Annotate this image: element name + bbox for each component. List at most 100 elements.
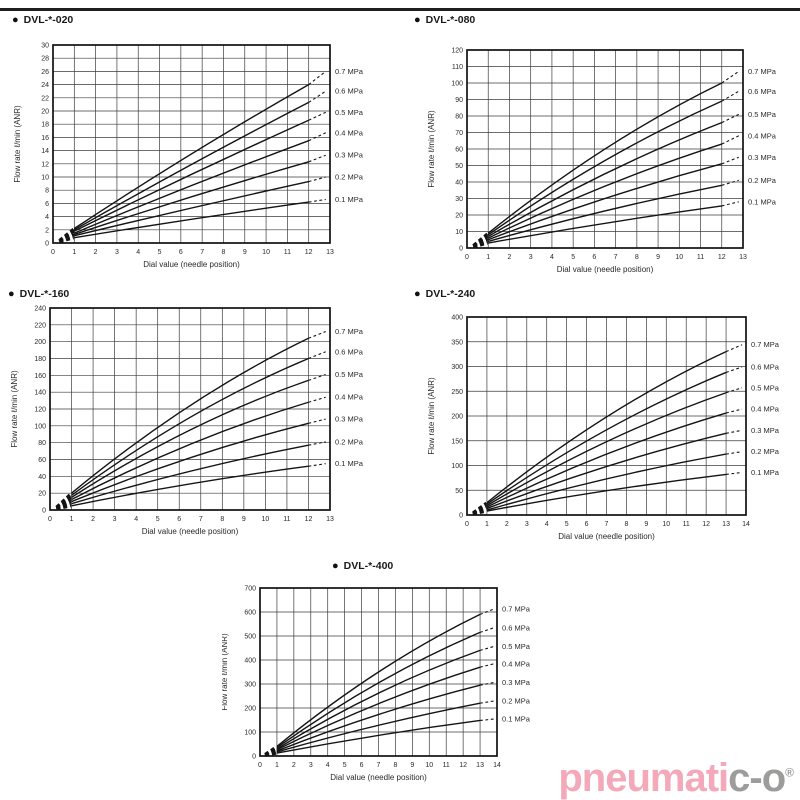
svg-text:120: 120 (451, 48, 463, 55)
svg-text:6: 6 (585, 521, 589, 528)
chart-panel-dvl-400: ● DVL-*-400 0 1 2 3 4 5 6 7 8 9 10 11 12 13 14 0 100 200 3… (222, 556, 578, 800)
svg-text:1: 1 (275, 762, 279, 769)
svg-text:2: 2 (45, 227, 49, 234)
svg-text:40: 40 (455, 180, 463, 187)
svg-text:80: 80 (455, 114, 463, 121)
chart-title: ● DVL-*-080 (414, 14, 475, 26)
svg-text:0.7 MPa: 0.7 MPa (502, 605, 531, 614)
svg-text:22: 22 (41, 95, 49, 102)
svg-text:6: 6 (179, 249, 183, 256)
svg-text:8: 8 (635, 254, 639, 261)
bullet-icon: ● (332, 559, 339, 572)
svg-text:11: 11 (443, 762, 450, 769)
svg-text:3: 3 (525, 521, 529, 528)
svg-text:12: 12 (305, 249, 313, 256)
svg-text:100: 100 (451, 463, 463, 470)
svg-text:7: 7 (199, 516, 203, 523)
svg-text:4: 4 (136, 249, 140, 256)
svg-text:400: 400 (244, 658, 256, 665)
svg-text:30: 30 (41, 43, 49, 50)
logo-text-gray: c-o (728, 756, 786, 800)
svg-text:0.3 MPa: 0.3 MPa (335, 415, 364, 424)
svg-text:13: 13 (739, 254, 747, 261)
svg-text:7: 7 (377, 762, 381, 769)
svg-text:13: 13 (326, 516, 334, 523)
svg-text:8: 8 (222, 249, 226, 256)
svg-text:4: 4 (550, 254, 554, 261)
svg-text:Dial value (needle position): Dial value (needle position) (143, 260, 240, 269)
svg-text:12: 12 (305, 516, 313, 523)
chart-title: ● DVL-*-160 (8, 288, 69, 300)
chart-panel-dvl-020: ● DVL-*-020 0 1 2 3 4 5 6 7 8 9 10 11 12 13 0 2 4 6 8 10 12 1… (8, 14, 400, 282)
svg-text:0.5 MPa: 0.5 MPa (335, 108, 364, 117)
svg-text:220: 220 (34, 322, 46, 329)
svg-text:120: 120 (34, 407, 46, 414)
svg-text:0: 0 (459, 513, 463, 520)
svg-text:100: 100 (244, 730, 256, 737)
chart-title-text: DVL-*-400 (343, 560, 394, 572)
svg-text:8: 8 (220, 516, 224, 523)
svg-text:13: 13 (326, 249, 334, 256)
svg-text:4: 4 (134, 516, 138, 523)
svg-text:0.2 MPa: 0.2 MPa (335, 437, 364, 446)
svg-text:400: 400 (451, 315, 463, 322)
svg-text:3: 3 (113, 516, 117, 523)
chart-title-text: DVL-*-160 (19, 288, 70, 300)
svg-text:0.1 MPa: 0.1 MPa (502, 715, 531, 724)
svg-text:30: 30 (455, 196, 463, 203)
svg-text:4: 4 (45, 214, 49, 221)
svg-text:0: 0 (465, 521, 469, 528)
svg-text:2: 2 (505, 521, 509, 528)
svg-text:0: 0 (465, 254, 469, 261)
svg-text:Flow rate ℓ/min (ANR): Flow rate ℓ/min (ANR) (10, 370, 19, 448)
svg-text:0.6 MPa: 0.6 MPa (335, 347, 364, 356)
registered-mark-icon: ® (785, 765, 794, 780)
svg-text:150: 150 (451, 438, 463, 445)
svg-text:200: 200 (34, 339, 46, 346)
svg-text:9: 9 (644, 521, 648, 528)
bullet-icon: ● (12, 13, 19, 26)
svg-text:13: 13 (476, 762, 484, 769)
svg-text:0.3 MPa: 0.3 MPa (748, 153, 777, 162)
svg-text:8: 8 (624, 521, 628, 528)
svg-text:0.1 MPa: 0.1 MPa (335, 459, 364, 468)
svg-text:8: 8 (393, 762, 397, 769)
pneumatico-logo: pneumatic-o® (558, 758, 794, 798)
svg-text:6: 6 (177, 516, 181, 523)
svg-text:160: 160 (34, 373, 46, 380)
svg-text:0.6 MPa: 0.6 MPa (751, 362, 780, 371)
svg-text:0.5 MPa: 0.5 MPa (335, 370, 364, 379)
svg-text:0: 0 (252, 754, 256, 761)
chart-title: ● DVL-*-020 (12, 14, 73, 26)
chart-panel-dvl-080: ● DVL-*-080 0 1 2 3 4 5 6 7 8 9 10 11 12 13 0 10 20 30 40 5… (406, 14, 800, 282)
svg-text:5: 5 (158, 249, 162, 256)
svg-text:0.4 MPa: 0.4 MPa (335, 128, 364, 137)
svg-text:24: 24 (41, 82, 49, 89)
svg-text:9: 9 (410, 762, 414, 769)
svg-text:11: 11 (683, 521, 690, 528)
svg-text:110: 110 (452, 64, 463, 71)
svg-text:200: 200 (244, 706, 256, 713)
svg-text:4: 4 (545, 521, 549, 528)
chart-title: ● DVL-*-400 (332, 560, 393, 572)
svg-text:5: 5 (156, 516, 160, 523)
svg-text:7: 7 (200, 249, 204, 256)
svg-text:8: 8 (45, 188, 49, 195)
svg-text:80: 80 (38, 440, 46, 447)
chart-title-text: DVL-*-020 (23, 14, 74, 26)
svg-text:3: 3 (115, 249, 119, 256)
svg-text:Dial value (needle position): Dial value (needle position) (557, 265, 654, 274)
svg-text:0.1 MPa: 0.1 MPa (748, 197, 777, 206)
svg-text:26: 26 (41, 69, 49, 76)
svg-text:11: 11 (284, 249, 291, 256)
svg-text:Dial value (needle position): Dial value (needle position) (330, 773, 427, 782)
svg-text:500: 500 (244, 634, 256, 641)
svg-text:5: 5 (571, 254, 575, 261)
svg-text:0.4 MPa: 0.4 MPa (335, 393, 364, 402)
svg-text:0.6 MPa: 0.6 MPa (748, 87, 777, 96)
svg-text:60: 60 (455, 147, 463, 154)
svg-text:7: 7 (614, 254, 618, 261)
svg-text:140: 140 (34, 390, 46, 397)
svg-text:0.7 MPa: 0.7 MPa (335, 67, 364, 76)
svg-text:10: 10 (261, 516, 269, 523)
